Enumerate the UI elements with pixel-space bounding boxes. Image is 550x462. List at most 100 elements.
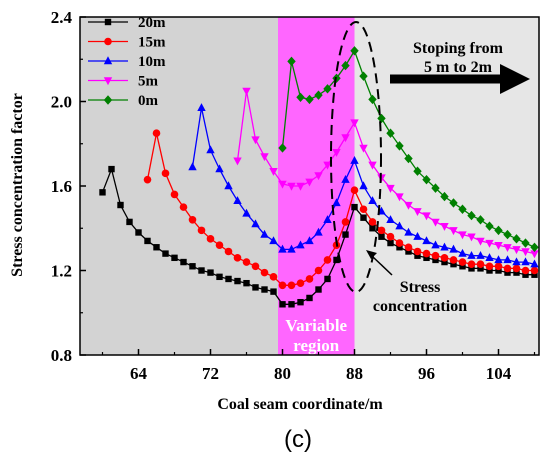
data-point-20m (243, 279, 250, 287)
data-point-15m (494, 262, 503, 271)
data-point-0m (485, 221, 494, 231)
stoping-annotation-line2: 5 m to 2m (424, 59, 493, 76)
y-tick-label: 0.8 (51, 346, 72, 365)
data-point-0m (296, 92, 305, 102)
data-point-15m (530, 266, 539, 275)
data-point-15m (449, 256, 458, 264)
data-point-20m (126, 218, 133, 226)
data-point-0m (278, 143, 287, 153)
y-tick-label: 2.4 (51, 8, 73, 27)
data-point-10m (404, 227, 413, 236)
data-point-10m (449, 244, 458, 253)
data-point-10m (197, 103, 206, 112)
data-point-15m (287, 281, 296, 290)
data-point-5m (404, 201, 413, 210)
x-axis-ticks: 64 72 80 88 96 104 (101, 349, 536, 383)
data-point-10m (278, 244, 287, 253)
data-point-10m (458, 248, 467, 257)
data-point-20m (333, 256, 340, 264)
data-point-20m (297, 298, 304, 306)
data-point-10m (521, 257, 530, 266)
data-point-10m (323, 215, 332, 223)
data-point-5m (521, 248, 530, 257)
data-point-15m (170, 190, 179, 199)
data-point-20m (441, 258, 448, 266)
data-point-15m (386, 232, 395, 241)
data-point-20m (414, 252, 421, 259)
data-point-20m (315, 286, 322, 293)
data-point-10m (530, 259, 539, 268)
data-point-20m (342, 231, 349, 238)
data-point-5m (449, 227, 458, 236)
data-point-5m (251, 136, 260, 145)
data-point-20m (252, 284, 259, 291)
data-point-10m (503, 255, 512, 264)
data-point-15m (476, 260, 485, 268)
variable-region-label: Variable (285, 316, 347, 335)
data-point-10m (215, 164, 224, 173)
data-point-20m (531, 271, 538, 278)
data-point-5m (422, 212, 431, 221)
data-point-20m (180, 258, 187, 266)
panel-label: (c) (284, 426, 312, 453)
data-point-20m (288, 301, 295, 308)
data-point-5m (395, 193, 404, 202)
region-0 (80, 17, 278, 355)
data-point-20m (405, 248, 412, 255)
data-point-5m (467, 233, 476, 242)
data-point-5m (269, 168, 278, 176)
data-point-5m (359, 144, 368, 153)
data-point-20m (99, 189, 106, 196)
data-point-15m (521, 266, 530, 275)
data-point-10m (467, 251, 476, 259)
data-point-10m (350, 155, 359, 164)
data-point-5m (233, 157, 242, 166)
data-point-0m (314, 90, 323, 100)
data-point-0m (341, 60, 350, 71)
data-point-0m (503, 229, 512, 240)
data-point-20m (450, 260, 457, 268)
data-point-15m (242, 258, 251, 266)
y-tick-label: 1.2 (51, 262, 72, 281)
data-point-20m (369, 225, 376, 232)
data-point-10m (476, 251, 485, 259)
data-point-0m (422, 174, 431, 185)
data-point-15m (206, 235, 215, 243)
data-point-15m (269, 273, 278, 281)
data-point-20m (234, 277, 241, 285)
data-point-0m (350, 46, 359, 56)
data-point-20m (189, 263, 196, 270)
x-tick-label: 72 (202, 364, 219, 383)
legend-label-0m: 0m (138, 93, 159, 109)
data-point-0m (305, 94, 314, 105)
data-point-15m (503, 264, 512, 273)
stress-ellipse (330, 21, 382, 293)
data-point-10m (242, 208, 251, 217)
data-point-15m (467, 260, 476, 268)
data-point-5m (503, 244, 512, 252)
data-point-20m (198, 267, 205, 274)
data-point-15m (260, 268, 269, 277)
data-point-20m (144, 237, 151, 245)
legend-label-20m: 20m (138, 15, 166, 31)
data-point-5m (458, 231, 467, 240)
data-point-20m (324, 275, 331, 283)
data-point-10m (296, 240, 305, 249)
data-point-5m (341, 134, 350, 143)
data-point-10m (440, 242, 449, 251)
data-point-0m (377, 113, 386, 124)
data-point-10m (359, 181, 368, 190)
data-point-15m (350, 186, 359, 195)
data-point-10m (305, 236, 314, 245)
data-point-0m (287, 56, 296, 67)
data-point-0m (395, 141, 404, 151)
data-point-0m (440, 191, 449, 202)
data-point-10m (368, 196, 377, 204)
data-point-10m (485, 253, 494, 262)
y-tick-label: 2.0 (51, 93, 72, 112)
data-point-5m (314, 172, 323, 181)
data-point-20m (162, 250, 169, 257)
y-axis-ticks: 0.8 1.2 1.6 2.0 2.4 (51, 8, 86, 365)
data-point-20m (504, 269, 511, 276)
data-point-15m (458, 258, 467, 266)
